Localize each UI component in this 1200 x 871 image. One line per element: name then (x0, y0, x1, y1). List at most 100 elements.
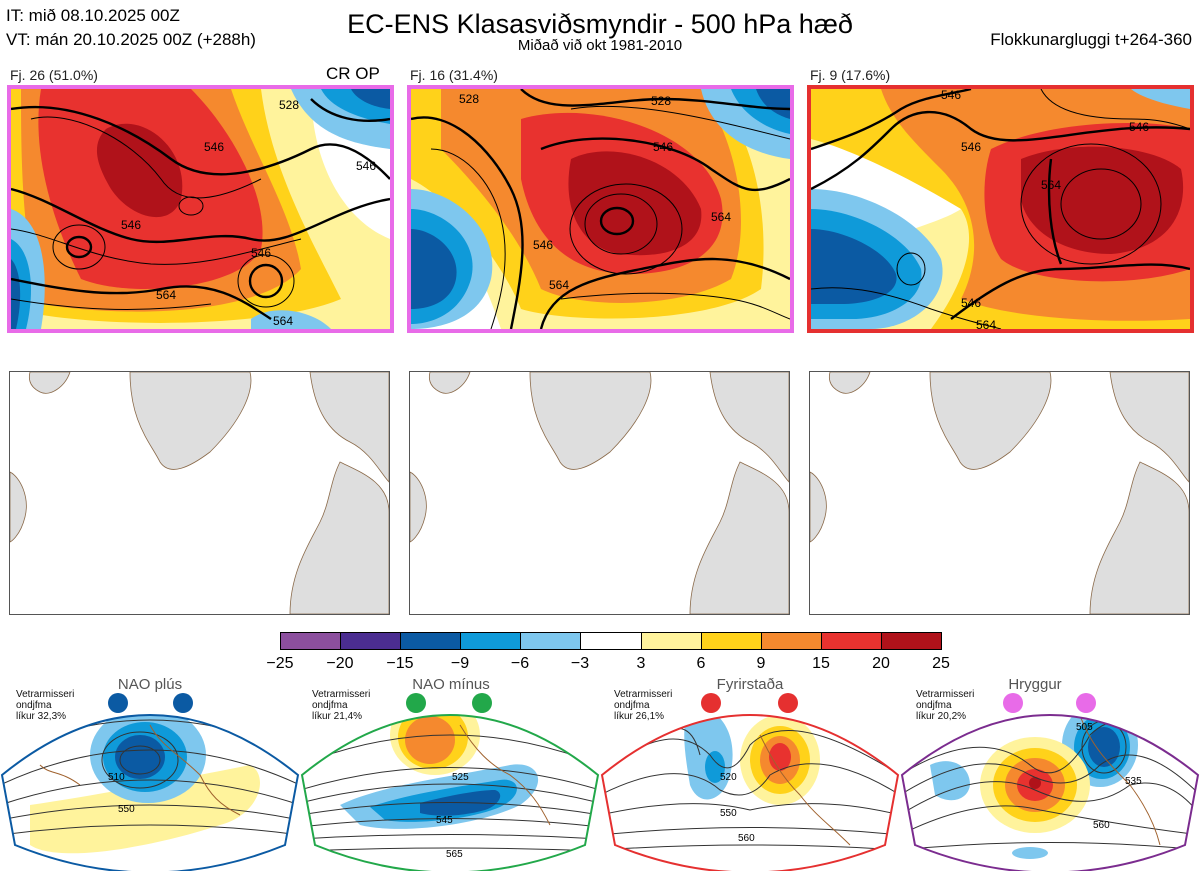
cluster-2-contour-label: 528 (651, 94, 671, 108)
regime-stat-line: líkur 32,3% (16, 711, 67, 722)
cluster-2-contour-label: 564 (549, 278, 569, 292)
regime-blocking-contour-label: 520 (720, 772, 737, 783)
regime-nao-plus-contour-label: 510 (108, 772, 125, 783)
regime-stat-line: líkur 26,1% (614, 711, 665, 722)
regime-ridge-contour-label: 560 (1093, 820, 1110, 831)
regime-ridge-marker (1076, 693, 1096, 713)
regime-nao-plus-field: 510 550 (0, 714, 300, 871)
regime-blocking-marker (701, 693, 721, 713)
regime-ridge-title: Hryggur (1008, 676, 1062, 693)
cluster-2-anomaly-field: 528 528 546 546 564 564 (411, 89, 790, 329)
regime-ridge-contour-label: 505 (1076, 722, 1093, 733)
regime-nao-minus-field: 525 545 565 (300, 714, 600, 871)
cluster-3-map[interactable]: 546 546 546 564 546 564 (807, 85, 1194, 333)
regime-blocking-contour-label: 560 (738, 833, 755, 844)
colorbar-tick: 20 (872, 655, 890, 672)
cluster-1-basemap (9, 371, 390, 615)
regime-ridge-contour-label: 535 (1125, 776, 1142, 787)
cluster-2-basemap (409, 371, 790, 615)
colorbar-tick: 6 (696, 655, 706, 672)
regime-stat-line: Vetrarmisseri (916, 689, 975, 700)
regime-blocking-contour-label: 550 (720, 808, 737, 819)
regime-ridge-stats: Vetrarmisseri ondjfma líkur 20,2% (916, 689, 974, 722)
anomaly-colorbar (280, 632, 942, 650)
colorbar-tick: 3 (636, 655, 646, 672)
regime-nao-plus-marker (108, 693, 128, 713)
classification-window: Flokkunargluggi t+264-360 (990, 30, 1192, 49)
regime-blocking-title: Fyrirstaða (716, 676, 784, 693)
regime-nao-minus-contour-label: 565 (446, 849, 463, 860)
colorbar-swatch (281, 633, 342, 649)
cluster-1-anomaly-field: 546 546 546 546 564 564 528 (11, 89, 390, 329)
cluster-1-contour-label: 546 (204, 140, 224, 154)
regime-blocking-field: 520 550 560 (600, 714, 900, 871)
colorbar-swatch (701, 633, 762, 649)
cluster-3-contour-label: 564 (976, 318, 996, 329)
regime-stat-line: líkur 20,2% (916, 711, 967, 722)
colorbar-tick: 25 (932, 655, 950, 672)
cluster-3-label: Fj. 9 (17.6%) (810, 67, 891, 83)
cluster-3-contour-label: 564 (1041, 178, 1061, 192)
colorbar-swatch (461, 633, 522, 649)
cluster-3-contour-label: 546 (1129, 120, 1149, 134)
colorbar-swatch (641, 633, 702, 649)
regime-ridge-map[interactable]: 505 535 560 (900, 695, 1200, 871)
cluster-2-label: Fj. 16 (31.4%) (410, 67, 498, 83)
basemap-land (410, 372, 789, 614)
regime-stat-line: Vetrarmisseri (16, 689, 75, 700)
cluster-2-contour-label: 546 (533, 238, 553, 252)
regime-stat-line: líkur 21,4% (312, 711, 363, 722)
regime-nao-minus-map[interactable]: 525 545 565 (300, 695, 600, 871)
cluster-2-map[interactable]: 528 528 546 546 564 564 (407, 85, 794, 333)
cluster-1-contour-label: 564 (273, 314, 293, 328)
cluster-1-crop-flag: CR OP (326, 64, 380, 83)
cluster-3-basemap (809, 371, 1190, 615)
cluster-1-contour-label: 564 (156, 288, 176, 302)
regime-stat-line: ondjfma (614, 700, 650, 711)
colorbar-swatch (881, 633, 942, 649)
regime-stat-line: ondjfma (312, 700, 348, 711)
colorbar-tick: −3 (570, 655, 590, 672)
regime-blocking-map[interactable]: 520 550 560 (600, 695, 900, 871)
valid-time: VT: mán 20.10.2025 00Z (+288h) (6, 30, 256, 49)
colorbar-swatch (521, 633, 582, 649)
colorbar-tick: 15 (812, 655, 830, 672)
regime-ridge-marker (1003, 693, 1023, 713)
regime-nao-minus-stats: Vetrarmisseri ondjfma líkur 21,4% (312, 689, 370, 722)
regime-stat-line: ondjfma (16, 700, 52, 711)
regime-stat-line: ondjfma (916, 700, 952, 711)
regime-nao-minus-contour-label: 525 (452, 772, 469, 783)
regime-blocking-stats: Vetrarmisseri ondjfma líkur 26,1% (614, 689, 672, 722)
colorbar-tick: −15 (386, 655, 414, 672)
cluster-2-contour-label: 528 (459, 92, 479, 106)
regime-nao-plus-stats: Vetrarmisseri ondjfma líkur 32,3% (16, 689, 74, 722)
regime-stat-line: Vetrarmisseri (312, 689, 371, 700)
regime-nao-minus-marker (472, 693, 492, 713)
regime-stat-line: Vetrarmisseri (614, 689, 673, 700)
colorbar-tick: 9 (756, 655, 766, 672)
regime-nao-plus-title: NAO plús (117, 676, 183, 693)
regime-nao-plus-contour-label: 550 (118, 804, 135, 815)
cluster-1-contour-label: 546 (251, 246, 271, 260)
regime-nao-minus-title: NAO mínus (412, 676, 490, 693)
cluster-1-map[interactable]: 546 546 546 546 564 564 528 (7, 85, 394, 333)
basemap-land (810, 372, 1189, 614)
regime-nao-plus-marker (173, 693, 193, 713)
cluster-3-contour-label: 546 (941, 89, 961, 102)
colorbar-tick: −20 (326, 655, 354, 672)
page-subtitle: Miðað við okt 1981-2010 (517, 37, 683, 54)
cluster-1-contour-label: 546 (356, 159, 376, 173)
colorbar-tick: −6 (510, 655, 530, 672)
init-time: IT: mið 08.10.2025 00Z (6, 6, 180, 25)
regime-blocking-marker (778, 693, 798, 713)
cluster-2-contour-label: 564 (711, 210, 731, 224)
colorbar-swatch (581, 633, 642, 649)
basemap-land (10, 372, 389, 614)
cluster-1-contour-label: 528 (279, 98, 299, 112)
page-title: EC-ENS Klasasviðsmyndir - 500 hPa hæð (347, 9, 853, 39)
colorbar-tick: −25 (266, 655, 294, 672)
cluster-3-anomaly-field: 546 546 546 564 546 564 (811, 89, 1190, 329)
regime-nao-plus-map[interactable]: 510 550 (0, 695, 300, 871)
regime-nao-minus-contour-label: 545 (436, 815, 453, 826)
cluster-2-contour-label: 546 (653, 140, 673, 154)
